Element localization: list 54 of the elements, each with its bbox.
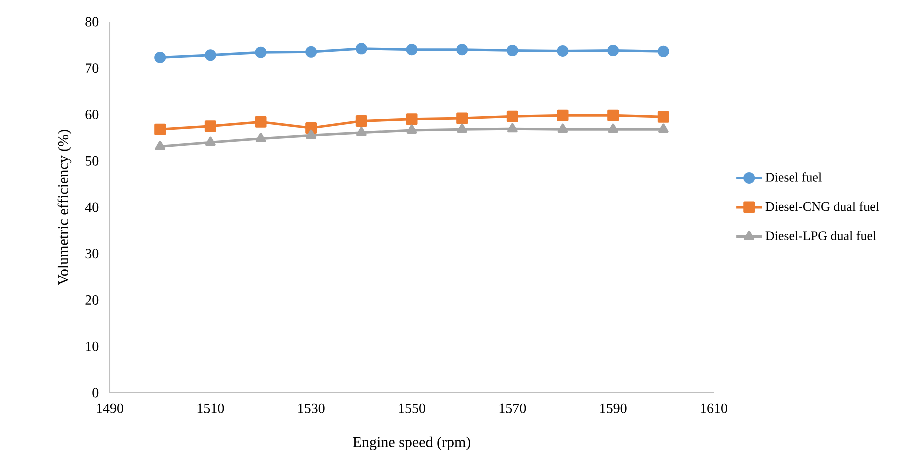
x-tick-label: 1490 [97, 404, 124, 414]
point [356, 43, 368, 55]
y-tick-label: 20 [86, 296, 99, 305]
x-tick-label: 1610 [701, 404, 728, 414]
point [154, 124, 166, 136]
point [406, 114, 418, 126]
y-tick-label: 80 [86, 17, 99, 27]
point [506, 45, 518, 56]
point [306, 46, 318, 58]
y-tick-label: 10 [86, 342, 99, 352]
point [608, 124, 618, 134]
x-tick-label: 1590 [600, 404, 627, 414]
point [406, 44, 418, 56]
point [558, 124, 568, 134]
point [204, 50, 216, 62]
x-tick-label: 1510 [198, 404, 224, 414]
y-tick-label: 60 [86, 110, 99, 120]
point [206, 136, 216, 146]
x-tick-label: 1570 [500, 404, 526, 414]
point [506, 110, 518, 122]
point [406, 124, 418, 134]
y-tick-label: 50 [86, 156, 99, 166]
x-tick-label: 1530 [298, 404, 325, 414]
point [508, 123, 518, 133]
y-tick-label: 30 [86, 249, 99, 259]
legend-label: Diesel-LPG dual fuel [766, 231, 876, 240]
y-tick-label: 0 [92, 388, 99, 398]
y-tick-label: 40 [85, 202, 99, 212]
point [204, 120, 216, 132]
point [557, 45, 569, 57]
point [456, 112, 468, 124]
point [356, 127, 367, 136]
legend-label: Diesel-CNG dual fuel [766, 202, 880, 212]
point [306, 122, 318, 134]
legend-label: Diesel fuel [766, 172, 822, 182]
point [608, 45, 620, 56]
point [658, 111, 670, 123]
point [154, 52, 166, 64]
point [306, 130, 316, 140]
point [457, 124, 468, 134]
point [557, 110, 569, 122]
point [255, 116, 267, 128]
point [255, 46, 267, 58]
point [608, 110, 620, 122]
x-axis-title: Engine speed (rpm) [353, 436, 470, 450]
y-axis-title: Volumetric efficiency (%) [58, 130, 72, 286]
point [658, 46, 670, 58]
point [658, 124, 669, 134]
x-tick-label: 1550 [399, 404, 426, 414]
point [256, 133, 266, 142]
y-tick-label: 70 [86, 64, 99, 74]
point [356, 115, 368, 127]
point [155, 140, 166, 150]
point [456, 44, 468, 56]
